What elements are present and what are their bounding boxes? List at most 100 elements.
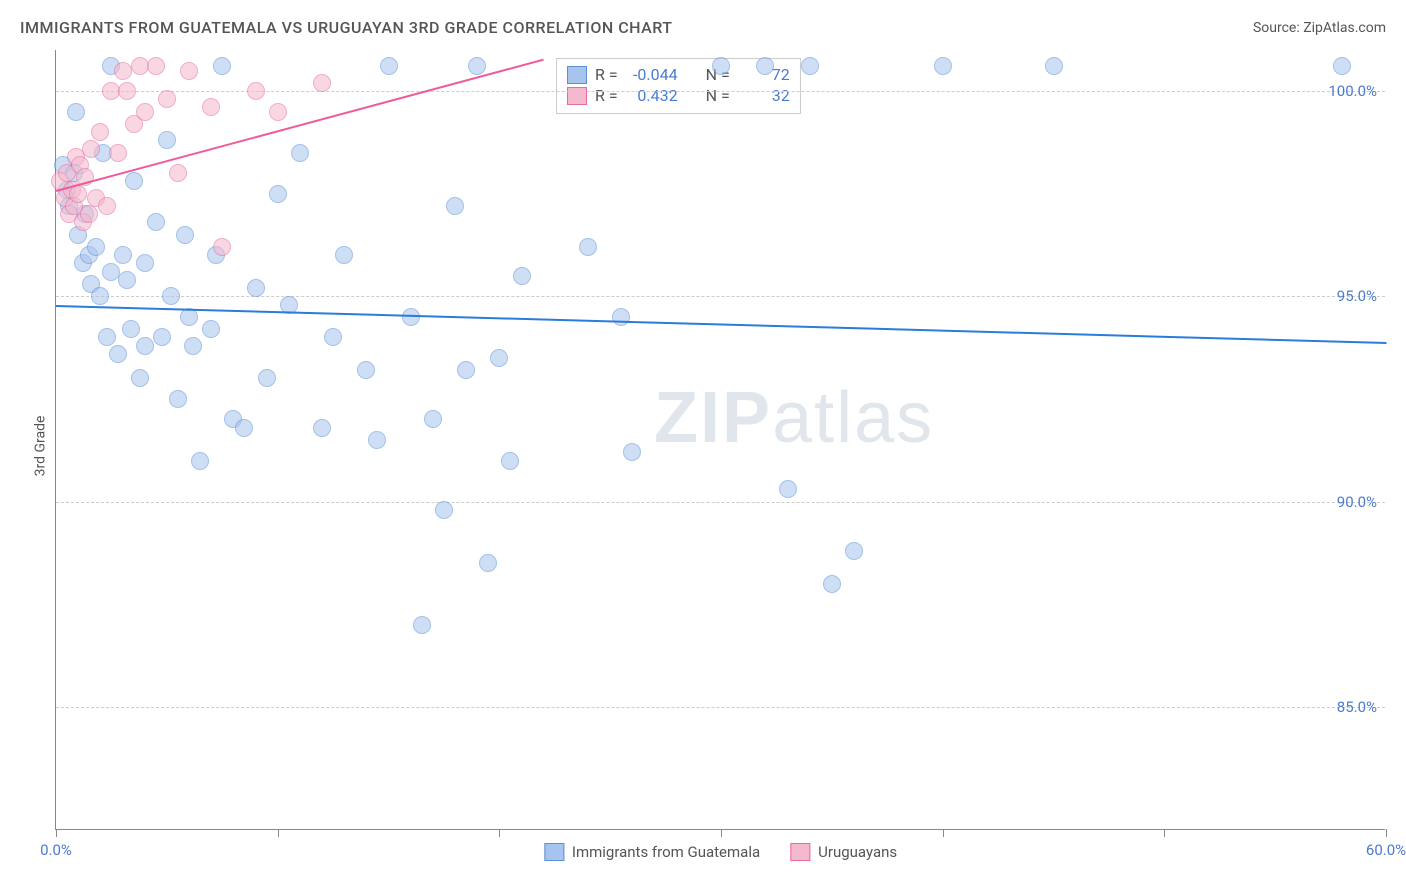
- data-point: [247, 82, 265, 100]
- x-tick: [1386, 829, 1387, 837]
- data-point: [158, 131, 176, 149]
- y-axis-label: 3rd Grade: [32, 416, 48, 477]
- x-tick: [499, 829, 500, 837]
- data-point: [269, 103, 287, 121]
- gridline: [56, 502, 1385, 503]
- data-point: [435, 501, 453, 519]
- data-point: [324, 328, 342, 346]
- x-tick-label: 60.0%: [1366, 841, 1406, 859]
- legend-item-guatemala: Immigrants from Guatemala: [544, 843, 760, 861]
- legend-label: Uruguayans: [818, 843, 897, 861]
- data-point: [80, 205, 98, 223]
- data-point: [490, 349, 508, 367]
- y-tick-label: 95.0%: [1337, 287, 1377, 305]
- data-point: [1045, 57, 1063, 75]
- data-point: [779, 480, 797, 498]
- data-point: [131, 369, 149, 387]
- data-point: [380, 57, 398, 75]
- data-point: [184, 337, 202, 355]
- x-tick-label: 0.0%: [40, 841, 72, 859]
- x-tick: [943, 829, 944, 837]
- y-tick-label: 90.0%: [1337, 493, 1377, 511]
- r-label: R =: [595, 65, 618, 84]
- legend-swatch-icon: [544, 843, 564, 861]
- data-point: [247, 279, 265, 297]
- legend-label: Immigrants from Guatemala: [572, 843, 760, 861]
- data-point: [513, 267, 531, 285]
- data-point: [91, 287, 109, 305]
- data-point: [213, 57, 231, 75]
- data-point: [1333, 57, 1351, 75]
- legend-item-uruguayans: Uruguayans: [790, 843, 897, 861]
- data-point: [457, 361, 475, 379]
- data-point: [98, 197, 116, 215]
- data-point: [446, 197, 464, 215]
- y-tick-label: 100.0%: [1328, 82, 1377, 100]
- data-point: [147, 57, 165, 75]
- data-point: [118, 82, 136, 100]
- data-point: [109, 144, 127, 162]
- data-point: [258, 369, 276, 387]
- data-point: [125, 172, 143, 190]
- data-point: [147, 213, 165, 231]
- data-point: [801, 57, 819, 75]
- x-tick: [1164, 829, 1165, 837]
- data-point: [202, 98, 220, 116]
- watermark: ZIPatlas: [654, 377, 934, 459]
- chart-title: IMMIGRANTS FROM GUATEMALA VS URUGUAYAN 3…: [20, 18, 673, 37]
- stats-row: R = 0.432 N = 32: [567, 86, 790, 105]
- data-point: [235, 419, 253, 437]
- gridline: [56, 707, 1385, 708]
- scatter-plot: ZIPatlas R =-0.044N =72R =0.432N =32 Imm…: [55, 50, 1385, 830]
- data-point: [623, 443, 641, 461]
- r-label: R =: [595, 86, 618, 105]
- series-legend: Immigrants from Guatemala Uruguayans: [544, 843, 897, 861]
- data-point: [114, 246, 132, 264]
- stats-swatch-icon: [567, 87, 587, 105]
- data-point: [712, 57, 730, 75]
- n-label: N =: [706, 86, 730, 105]
- data-point: [424, 410, 442, 428]
- data-point: [413, 616, 431, 634]
- data-point: [612, 308, 630, 326]
- data-point: [313, 419, 331, 437]
- data-point: [98, 328, 116, 346]
- data-point: [136, 337, 154, 355]
- data-point: [82, 140, 100, 158]
- r-value: 0.432: [626, 86, 678, 105]
- trend-line: [56, 305, 1386, 344]
- data-point: [934, 57, 952, 75]
- data-point: [122, 320, 140, 338]
- data-point: [87, 238, 105, 256]
- data-point: [501, 452, 519, 470]
- n-value: 32: [738, 86, 790, 105]
- chart-header: IMMIGRANTS FROM GUATEMALA VS URUGUAYAN 3…: [20, 18, 1386, 37]
- data-point: [169, 164, 187, 182]
- data-point: [756, 57, 774, 75]
- data-point: [153, 328, 171, 346]
- stats-swatch-icon: [567, 66, 587, 84]
- data-point: [368, 431, 386, 449]
- data-point: [118, 271, 136, 289]
- chart-source: Source: ZipAtlas.com: [1253, 20, 1386, 36]
- data-point: [176, 226, 194, 244]
- x-tick: [278, 829, 279, 837]
- data-point: [180, 62, 198, 80]
- data-point: [136, 103, 154, 121]
- data-point: [169, 390, 187, 408]
- data-point: [291, 144, 309, 162]
- x-tick: [56, 829, 57, 837]
- data-point: [269, 185, 287, 203]
- data-point: [823, 575, 841, 593]
- data-point: [202, 320, 220, 338]
- data-point: [579, 238, 597, 256]
- data-point: [845, 542, 863, 560]
- x-tick: [721, 829, 722, 837]
- r-value: -0.044: [626, 65, 678, 84]
- data-point: [468, 57, 486, 75]
- legend-swatch-icon: [790, 843, 810, 861]
- data-point: [191, 452, 209, 470]
- data-point: [357, 361, 375, 379]
- data-point: [213, 238, 231, 256]
- data-point: [162, 287, 180, 305]
